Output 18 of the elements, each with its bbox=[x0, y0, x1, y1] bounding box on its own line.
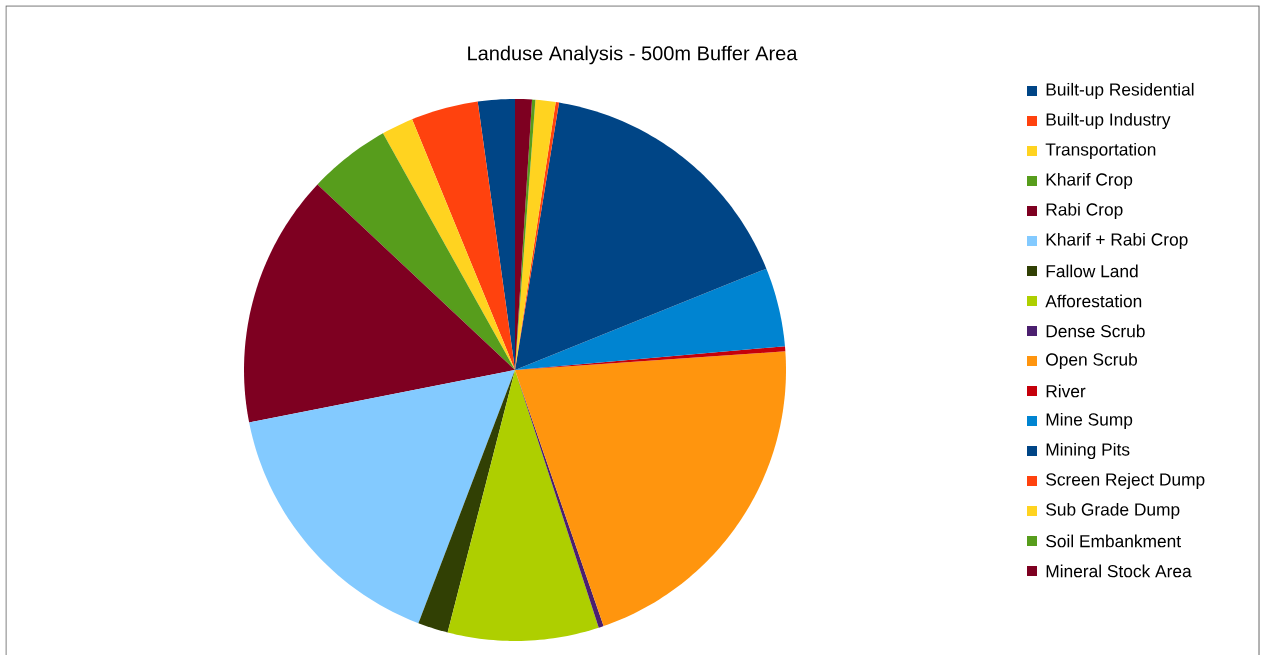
legend-label: Fallow Land bbox=[1046, 264, 1138, 278]
legend-label: Mineral Stock Area bbox=[1046, 564, 1192, 578]
legend-label: Afforestation bbox=[1045, 294, 1142, 308]
legend-label: Mine Sump bbox=[1046, 412, 1133, 430]
legend-label: Kharif + Rabi Crop bbox=[1046, 232, 1188, 250]
legend-label: Built-up Industry bbox=[1046, 112, 1171, 130]
legend-label: Kharif Crop bbox=[1046, 172, 1133, 190]
legend-label: Rabi Crop bbox=[1046, 202, 1123, 220]
legend-label: Mining Pits bbox=[1046, 442, 1130, 460]
legend-label: Dense Scrub bbox=[1046, 324, 1145, 338]
legend-label: River bbox=[1046, 384, 1086, 398]
legend-label: Built-up Residential bbox=[1046, 82, 1194, 100]
legend-label: Screen Reject Dump bbox=[1046, 472, 1205, 490]
chart-title: Landuse Analysis - 500m Buffer Area bbox=[468, 45, 798, 65]
legend-label: Open Scrub bbox=[1046, 352, 1138, 370]
legend-label: Sub Grade Dump bbox=[1046, 502, 1180, 520]
legend-label: Soil Embankment bbox=[1046, 534, 1181, 548]
legend-label: Transportation bbox=[1045, 142, 1156, 160]
